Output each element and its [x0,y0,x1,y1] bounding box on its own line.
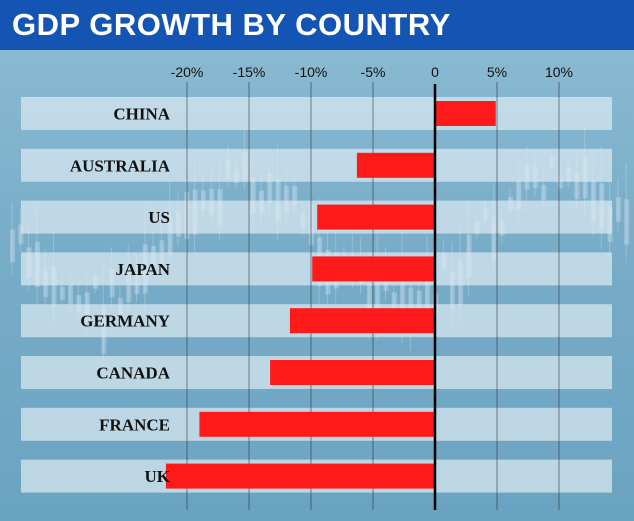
bar-us [317,204,435,230]
row-band [21,97,612,130]
category-label: AUSTRALIA [70,156,171,175]
bar-australia [356,152,435,178]
x-tick-label: -20% [171,64,204,80]
category-label: GERMANY [80,312,170,331]
category-label: CHINA [113,105,170,124]
chart-title: GDP GROWTH BY COUNTRY [12,7,451,42]
x-tick-label: -15% [233,64,266,80]
category-label: JAPAN [116,260,171,279]
bar-france [199,411,435,437]
row-band [21,148,612,182]
bar-japan [312,256,435,282]
category-label: US [148,208,170,227]
x-tick-label: -5% [361,64,386,80]
title-bar: GDP GROWTH BY COUNTRY [0,0,634,50]
bar-germany [289,308,435,334]
category-label: FRANCE [99,415,170,434]
row-band [21,200,612,234]
category-label: UK [145,467,171,486]
x-tick-label: 5% [487,64,507,80]
x-tick-label: -10% [295,64,328,80]
x-tick-label: 10% [545,64,573,80]
x-tick-label: 0 [431,64,439,80]
bar-canada [270,360,435,385]
bar-uk [165,463,436,489]
category-label: CANADA [96,364,170,383]
bar-china [435,101,496,126]
